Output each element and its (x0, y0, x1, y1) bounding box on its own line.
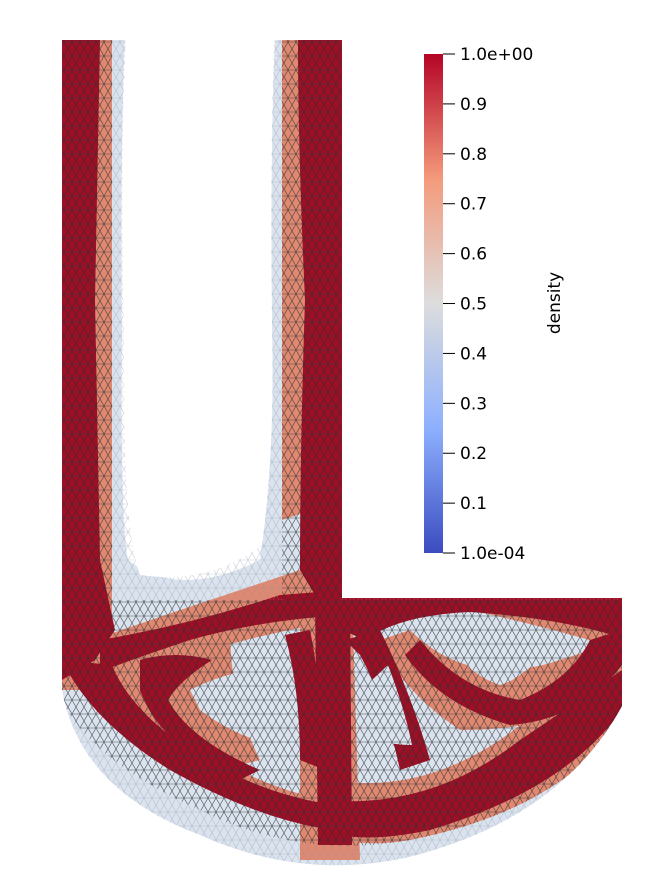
colorbar-tick-label-4: 0.6 (460, 245, 487, 265)
colorbar-ticks: 1.0e+00 0.9 0.8 0.7 0.6 0.5 0.4 0.3 0.2 0.1 1.0e-0… (443, 45, 533, 564)
colorbar-tick-label-7: 0.3 (460, 394, 487, 414)
slot-void (122, 40, 275, 577)
colorbar-tick-label-6: 0.4 (460, 344, 487, 364)
colorbar-title: density (545, 272, 565, 334)
colorbar-tick-label-2: 0.8 (460, 145, 487, 165)
colorbar-tick-label-1: 0.9 (460, 95, 487, 115)
colorbar-tick-label-9: 0.1 (460, 494, 487, 514)
colorbar-tick-label-10: 1.0e-04 (460, 544, 525, 564)
density-colorbar: 1.0e+00 0.9 0.8 0.7 0.6 0.5 0.4 0.3 0.2 0.1 1.0e-0… (424, 45, 565, 564)
colorbar-tick-label-5: 0.5 (460, 295, 487, 315)
colorbar-tick-label-8: 0.2 (460, 444, 487, 464)
colorbar-ramp (424, 54, 443, 553)
mesh-overlay-dense (62, 40, 622, 846)
colorbar-tick-label-0: 1.0e+00 (460, 45, 533, 65)
colorbar-tick-label-3: 0.7 (460, 195, 487, 215)
